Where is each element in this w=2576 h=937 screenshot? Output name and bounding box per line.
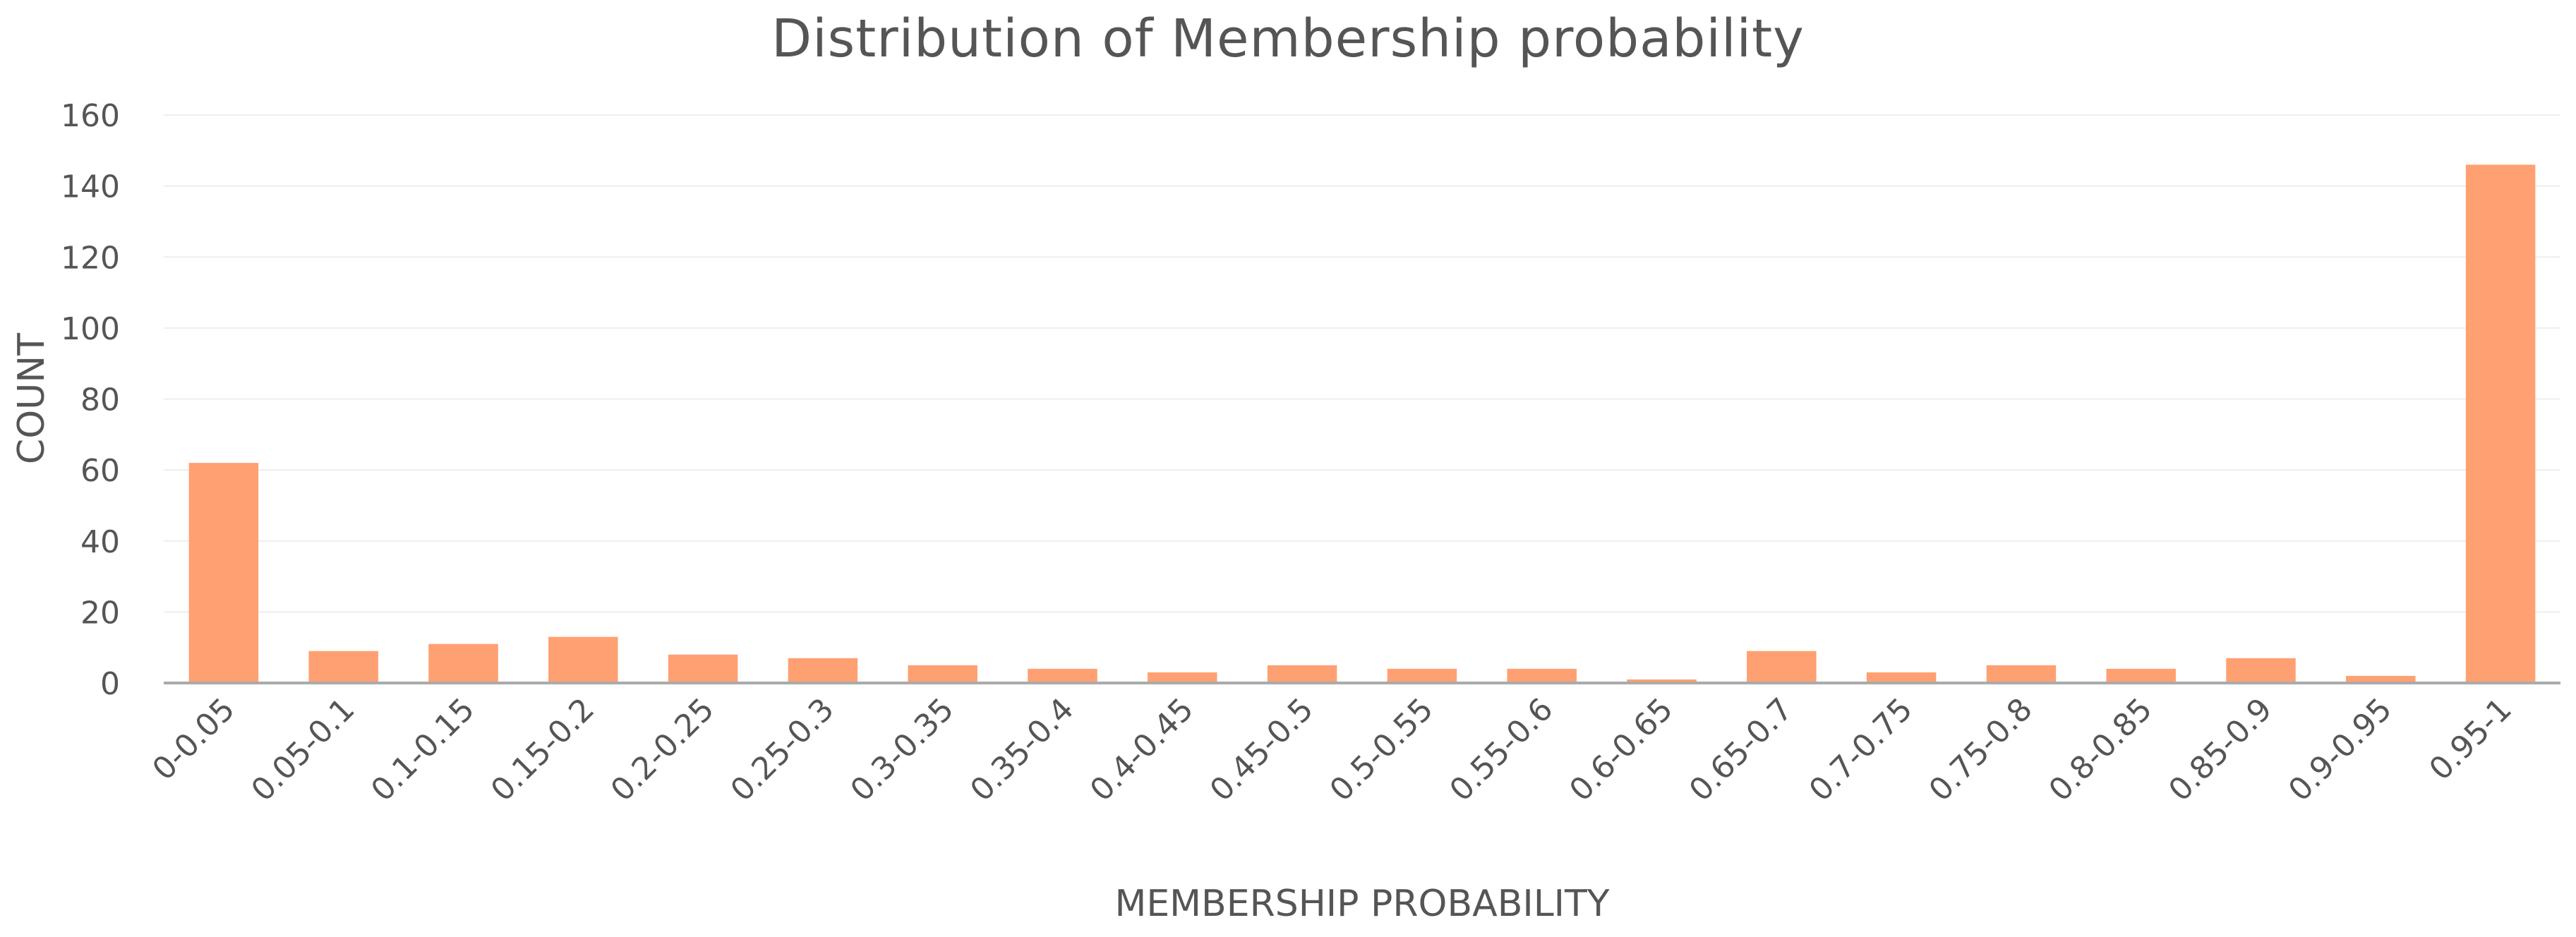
x-tick-label: 0.55-0.6 xyxy=(1443,691,1560,809)
x-tick-label: 0.65-0.7 xyxy=(1683,691,1800,809)
bar xyxy=(548,636,618,683)
chart-title: Distribution of Membership probability xyxy=(771,8,1805,69)
x-tick-label: 0.9-0.95 xyxy=(2282,691,2399,809)
bar xyxy=(1866,672,1937,683)
y-tick-label: 160 xyxy=(61,98,120,134)
bar-series xyxy=(188,164,2536,683)
y-tick-label: 60 xyxy=(80,453,120,489)
x-tick-label: 0.05-0.1 xyxy=(244,691,361,809)
bar xyxy=(788,658,858,683)
bar xyxy=(1747,651,1817,683)
x-tick-label: 0.95-1 xyxy=(2423,691,2519,787)
bar xyxy=(1267,665,1337,683)
x-tick-label: 0.75-0.8 xyxy=(1922,691,2040,809)
bar xyxy=(2226,658,2296,683)
x-tick-label: 0.3-0.35 xyxy=(843,691,961,809)
x-axis-title: MEMBERSHIP PROBABILITY xyxy=(1114,883,1609,925)
y-tick-label: 120 xyxy=(61,240,120,276)
bar xyxy=(2106,668,2176,683)
bar xyxy=(428,643,498,683)
bar xyxy=(1028,668,1097,683)
x-tick-label: 0.7-0.75 xyxy=(1802,691,1920,809)
x-tick-label: 0.85-0.9 xyxy=(2162,691,2279,809)
bar xyxy=(668,654,738,683)
y-tick-label: 100 xyxy=(61,311,120,347)
x-tick-label: 0.4-0.45 xyxy=(1083,691,1200,809)
x-tick-label: 0.35-0.4 xyxy=(963,691,1081,809)
bar xyxy=(1387,668,1457,683)
bar xyxy=(908,665,977,683)
y-tick-label: 40 xyxy=(80,524,120,560)
x-tick-label: 0.25-0.3 xyxy=(724,691,841,809)
bar xyxy=(308,651,378,683)
x-tick-label: 0.2-0.25 xyxy=(604,691,721,809)
bar xyxy=(1627,679,1697,683)
x-tick-label: 0.5-0.55 xyxy=(1323,691,1440,809)
y-axis-title: COUNT xyxy=(11,333,53,464)
x-tick-label: 0.1-0.15 xyxy=(364,691,481,809)
grid-lines xyxy=(164,114,2560,613)
y-tick-label: 140 xyxy=(61,169,120,205)
x-tick-label: 0.15-0.2 xyxy=(484,691,601,809)
x-tick-label: 0-0.05 xyxy=(145,691,241,787)
y-tick-labels: 0 20 40 60 80 100 120 140 160 xyxy=(61,98,120,702)
x-tick-label: 0.6-0.65 xyxy=(1563,691,1680,809)
bar xyxy=(1148,672,1217,683)
x-tick-label: 0.8-0.85 xyxy=(2042,691,2159,809)
bar xyxy=(2346,675,2416,683)
y-tick-label: 0 xyxy=(100,666,120,702)
bar xyxy=(1986,665,2057,683)
y-tick-label: 20 xyxy=(80,595,120,631)
bar xyxy=(2465,164,2536,683)
bar xyxy=(188,463,259,683)
x-tick-labels: 0-0.05 0.05-0.1 0.1-0.15 0.15-0.2 0.2-0.25 0.… xyxy=(145,691,2519,809)
y-tick-label: 80 xyxy=(80,382,120,418)
bar xyxy=(1507,668,1577,683)
x-tick-label: 0.45-0.5 xyxy=(1203,691,1320,809)
